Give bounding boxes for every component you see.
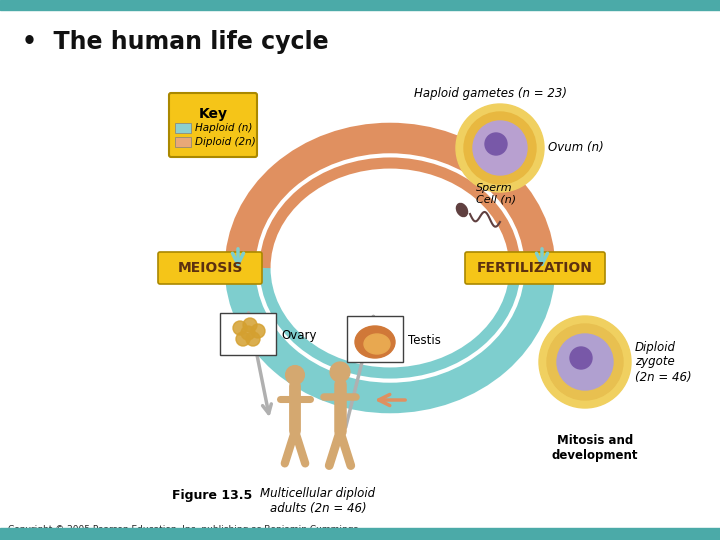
FancyBboxPatch shape	[169, 93, 257, 157]
Text: MEIOSIS: MEIOSIS	[177, 261, 243, 275]
Circle shape	[286, 366, 305, 384]
Circle shape	[330, 362, 350, 382]
Bar	[0, 0, 720, 10]
Circle shape	[464, 112, 536, 184]
Text: Ovum (n): Ovum (n)	[548, 141, 604, 154]
Circle shape	[236, 332, 250, 346]
Text: Haploid gametes (n = 23): Haploid gametes (n = 23)	[413, 86, 567, 99]
Circle shape	[557, 334, 613, 390]
Text: Diploid
zygote
(2n = 46): Diploid zygote (2n = 46)	[635, 341, 692, 383]
Circle shape	[246, 332, 260, 346]
Text: Sperm
Cell (n): Sperm Cell (n)	[476, 184, 516, 205]
FancyBboxPatch shape	[465, 252, 605, 284]
Text: Copyright © 2005 Pearson Education, Inc. publishing as Benjamin Cummings: Copyright © 2005 Pearson Education, Inc.…	[8, 525, 358, 534]
Circle shape	[485, 133, 507, 155]
Bar	[175, 123, 191, 133]
Circle shape	[233, 321, 247, 335]
Ellipse shape	[364, 334, 390, 354]
Ellipse shape	[456, 204, 467, 217]
Ellipse shape	[355, 326, 395, 358]
Text: Key: Key	[199, 107, 228, 121]
Circle shape	[456, 104, 544, 192]
Circle shape	[547, 324, 623, 400]
Text: •  The human life cycle: • The human life cycle	[22, 30, 328, 54]
Text: Haploid (n): Haploid (n)	[195, 123, 253, 133]
Bar	[347, 316, 403, 362]
Circle shape	[243, 318, 257, 332]
Bar	[0, 528, 720, 540]
Circle shape	[539, 316, 631, 408]
Bar	[220, 313, 276, 355]
Text: Diploid (2n): Diploid (2n)	[195, 137, 256, 147]
Circle shape	[473, 121, 527, 175]
Text: Figure 13.5: Figure 13.5	[172, 489, 252, 502]
Text: Ovary: Ovary	[281, 328, 317, 341]
Circle shape	[241, 326, 255, 340]
Circle shape	[570, 347, 592, 369]
Text: Multicellular diploid
adults (2n = 46): Multicellular diploid adults (2n = 46)	[261, 487, 376, 515]
Text: Testis: Testis	[408, 334, 441, 347]
Bar	[175, 137, 191, 147]
Circle shape	[251, 324, 265, 338]
FancyBboxPatch shape	[158, 252, 262, 284]
Text: FERTILIZATION: FERTILIZATION	[477, 261, 593, 275]
Text: Mitosis and
development: Mitosis and development	[552, 434, 638, 462]
